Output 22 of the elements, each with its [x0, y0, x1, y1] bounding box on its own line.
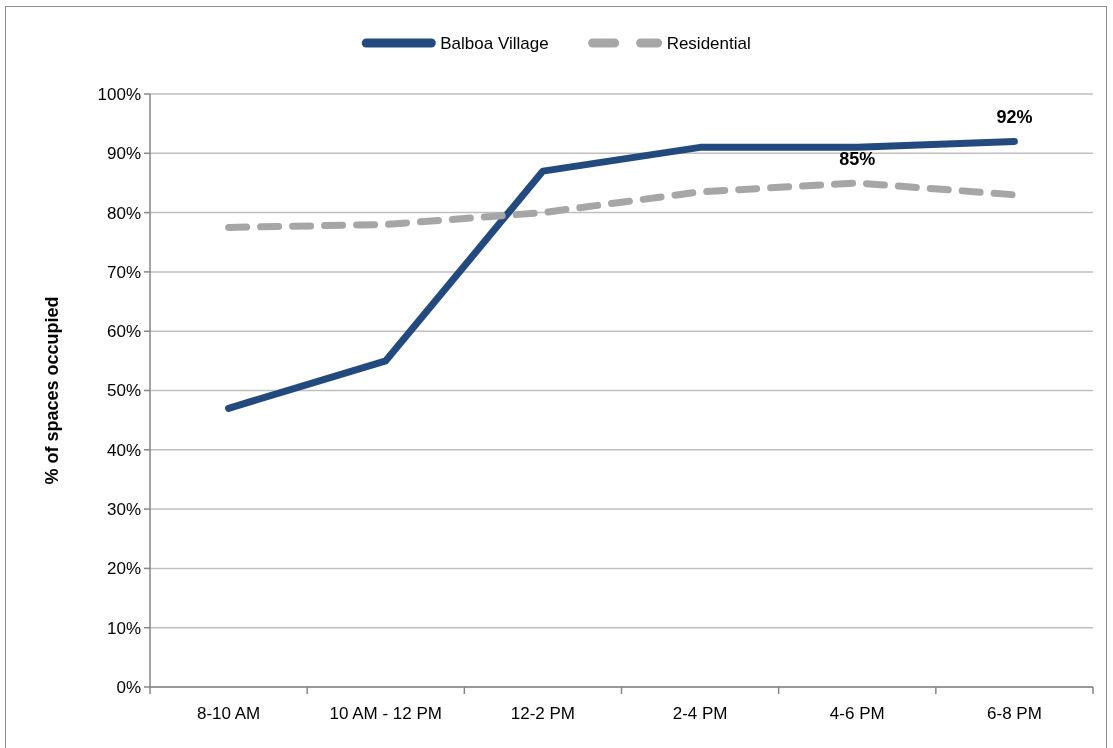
y-tick-label: 40%: [106, 440, 141, 460]
y-tick-label: 10%: [106, 618, 141, 638]
y-tick-label: 50%: [106, 381, 141, 401]
y-tick-label: 90%: [106, 144, 141, 164]
x-tick-label: 12-2 PM: [510, 704, 576, 723]
y-tick-label: 20%: [106, 559, 141, 579]
legend-label: Residential: [666, 33, 751, 53]
y-axis-title: % of spaces occupied: [42, 296, 62, 485]
data-label: 92%: [996, 107, 1033, 128]
y-tick-label: 70%: [106, 262, 141, 282]
x-tick-label: 10 AM - 12 PM: [329, 704, 442, 723]
data-label: 85%: [839, 148, 876, 169]
x-tick-label: 8-10 AM: [196, 704, 261, 723]
y-tick-label: 0%: [116, 677, 141, 697]
legend-label: Balboa Village: [440, 33, 549, 53]
y-tick-label: 80%: [106, 203, 141, 223]
y-tick-label: 60%: [106, 322, 141, 342]
y-tick-label: 30%: [106, 500, 141, 520]
x-tick-label: 2-4 PM: [672, 704, 728, 723]
x-tick-label: 4-6 PM: [829, 704, 885, 723]
x-tick-label: 6-8 PM: [987, 704, 1042, 723]
y-tick-label: 100%: [97, 84, 141, 104]
